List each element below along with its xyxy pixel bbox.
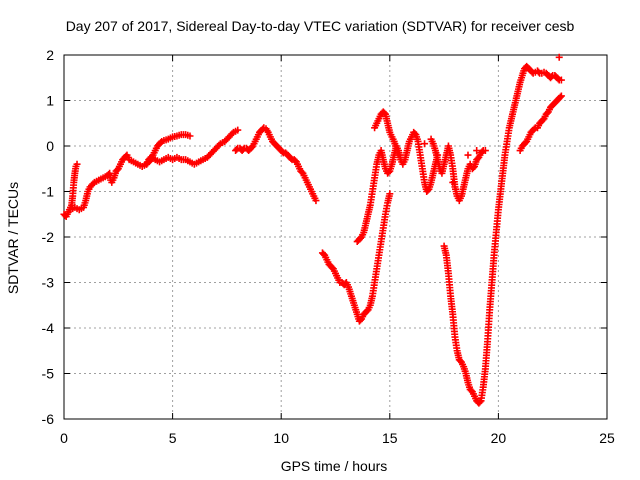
y-axis-label: SDTVAR / TECUs [5,182,21,294]
x-tick-label: 15 [382,430,398,446]
y-tick-label: 2 [46,47,54,63]
data-point [386,190,394,198]
data-point [464,151,472,159]
data-point [186,132,194,140]
data-point [73,160,81,168]
x-tick-label: 25 [599,430,615,446]
x-axis-label: GPS time / hours [281,458,388,474]
y-tick-label: -3 [42,275,55,291]
data-point [557,76,565,84]
data-point [287,155,295,163]
grid [64,55,607,419]
data-point [554,75,562,83]
axis-ticks: 0 5 10 15 20 25 -6 -5 -4 -3 -2 -1 0 1 2 [42,47,615,446]
data-point [555,53,563,61]
data-point [449,178,457,186]
x-tick-label: 0 [60,430,68,446]
data-point [312,197,320,205]
data-point [234,126,242,134]
x-tick-label: 5 [169,430,177,446]
data-point [530,125,538,133]
y-tick-label: -1 [42,184,55,200]
data-point [478,148,486,156]
chart-title: Day 207 of 2017, Sidereal Day-to-day VTE… [66,18,575,34]
data-point [421,140,429,148]
data-point [89,180,97,188]
data-point [473,147,481,155]
data-point [394,151,402,159]
data-point [476,398,484,406]
y-tick-label: -6 [42,411,55,427]
y-tick-label: 0 [46,138,54,154]
data-points [60,53,565,407]
y-tick-label: -2 [42,229,55,245]
data-point [215,141,223,149]
y-tick-label: 1 [46,93,54,109]
data-point [228,130,236,138]
data-point [481,147,489,155]
x-tick-label: 10 [273,430,289,446]
data-point [557,92,565,100]
x-tick-label: 20 [491,430,507,446]
data-point [556,93,564,101]
y-tick-label: -4 [42,320,55,336]
y-tick-label: -5 [42,366,55,382]
data-point [278,148,286,156]
